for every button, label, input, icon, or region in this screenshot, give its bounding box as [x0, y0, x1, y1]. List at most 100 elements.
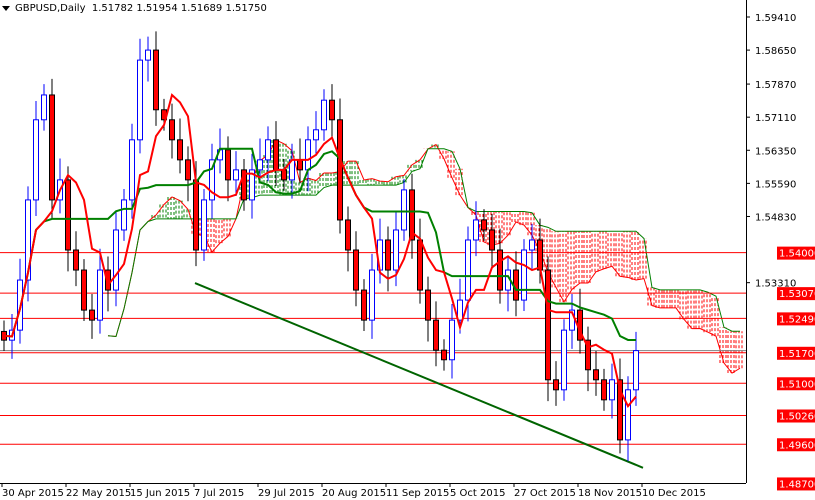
- price-tick-label: 1.59410: [755, 13, 796, 24]
- ohlc-readout: 1.51782 1.51954 1.51689 1.51750: [91, 3, 267, 14]
- bear-candle: [105, 269, 111, 291]
- bear-candle: [337, 119, 343, 221]
- bull-candle: [121, 199, 127, 231]
- bull-candle: [449, 319, 455, 361]
- date-tick-label: 11 Sep 2015: [386, 488, 449, 499]
- bull-candle: [41, 94, 47, 121]
- price-tick-label: 1.53310: [755, 279, 796, 290]
- bear-candle: [537, 239, 543, 271]
- bear-candle: [593, 369, 599, 381]
- price-tick-label: 1.54830: [755, 212, 796, 223]
- level-price-badge: [777, 477, 815, 491]
- bull-candle: [137, 59, 143, 141]
- bear-candle: [177, 139, 183, 161]
- kijun-sen: [3, 147, 636, 341]
- level-price-label: 1.49600: [779, 440, 815, 451]
- bull-candle: [625, 389, 631, 441]
- level-price-label: 1.50260: [779, 412, 815, 423]
- level-price-badge: [777, 409, 815, 423]
- price-tick-label: 1.55590: [755, 179, 796, 190]
- price-tick-label: 1.56350: [755, 146, 796, 157]
- bull-candle: [521, 249, 527, 301]
- bear-candle: [193, 179, 199, 251]
- bear-candle: [425, 289, 431, 321]
- bull-candle: [129, 139, 135, 201]
- price-tick-label: 1.57870: [755, 80, 796, 91]
- bear-candle: [433, 319, 439, 351]
- bull-candle: [401, 189, 407, 231]
- bear-candle: [241, 169, 247, 201]
- bear-candle: [89, 309, 95, 321]
- bear-candle: [65, 179, 71, 251]
- bull-candle: [465, 239, 471, 301]
- senkou-span-b: [107, 148, 740, 337]
- bear-candle: [361, 289, 367, 321]
- bull-candle: [233, 169, 239, 181]
- bear-candle: [49, 94, 55, 201]
- bull-candle: [249, 169, 255, 201]
- date-tick-label: 7 Jul 2015: [194, 488, 244, 499]
- bear-candle: [273, 139, 279, 171]
- bear-candle: [353, 249, 359, 291]
- bull-candle: [209, 159, 215, 201]
- bull-candle: [265, 139, 271, 161]
- dropdown-triangle-icon[interactable]: [2, 5, 10, 11]
- bull-candle: [529, 239, 535, 251]
- date-tick-label: 10 Dec 2015: [642, 488, 706, 499]
- bear-candle: [497, 249, 503, 291]
- bear-candle: [617, 379, 623, 441]
- date-tick-label: 18 Nov 2015: [578, 488, 642, 499]
- bear-candle: [185, 159, 191, 181]
- bull-candle: [113, 229, 119, 291]
- level-price-label: 1.48700: [779, 479, 815, 490]
- level-price-label: 1.53070: [779, 289, 815, 300]
- bear-candle: [73, 249, 79, 271]
- bear-candle: [281, 169, 287, 181]
- bear-candle: [409, 189, 415, 241]
- bear-candle: [545, 269, 551, 381]
- chart-title: GBPUSD,Daily 1.51782 1.51954 1.51689 1.5…: [2, 3, 267, 14]
- trendline: [194, 282, 644, 469]
- bear-candle: [225, 149, 231, 181]
- bull-candle: [369, 269, 375, 321]
- bull-candle: [313, 129, 319, 141]
- bear-candle: [169, 119, 175, 141]
- bull-candle: [633, 350, 639, 391]
- bull-candle: [201, 199, 207, 251]
- level-price-badge: [777, 377, 815, 391]
- tenkan-sen: [3, 93, 637, 408]
- level-price-badge: [777, 312, 815, 326]
- bull-candle: [33, 119, 39, 201]
- bear-candle: [441, 349, 447, 361]
- level-price-badge: [777, 246, 815, 260]
- bear-candle: [585, 339, 591, 371]
- date-tick-label: 15 Jun 2015: [130, 488, 190, 499]
- level-price-label: 1.52490: [779, 314, 815, 325]
- date-tick-label: 30 Apr 2015: [2, 488, 64, 499]
- date-tick-label: 22 May 2015: [66, 488, 131, 499]
- date-tick-label: 5 Oct 2015: [450, 488, 505, 499]
- price-tick-label: 1.58650: [755, 46, 796, 57]
- bull-candle: [393, 229, 399, 271]
- bear-candle: [345, 219, 351, 251]
- bear-candle: [481, 219, 487, 231]
- bull-candle: [561, 329, 567, 391]
- bull-candle: [257, 159, 263, 171]
- price-tick-label: 1.57110: [755, 113, 796, 124]
- plot-area: [0, 31, 746, 483]
- bull-candle: [25, 199, 31, 281]
- bear-candle: [297, 159, 303, 171]
- symbol-label: GBPUSD,Daily: [15, 3, 86, 14]
- bull-candle: [473, 219, 479, 241]
- level-price-badge: [777, 287, 815, 301]
- bull-candle: [305, 139, 311, 171]
- date-tick-label: 20 Aug 2015: [322, 488, 386, 499]
- level-price-label: 1.54000: [779, 249, 815, 260]
- bear-candle: [417, 239, 423, 291]
- level-price-label: 1.51700: [779, 349, 815, 360]
- bear-candle: [385, 239, 391, 271]
- bull-candle: [97, 269, 103, 321]
- bull-candle: [321, 99, 327, 131]
- level-price-badge: [777, 438, 815, 452]
